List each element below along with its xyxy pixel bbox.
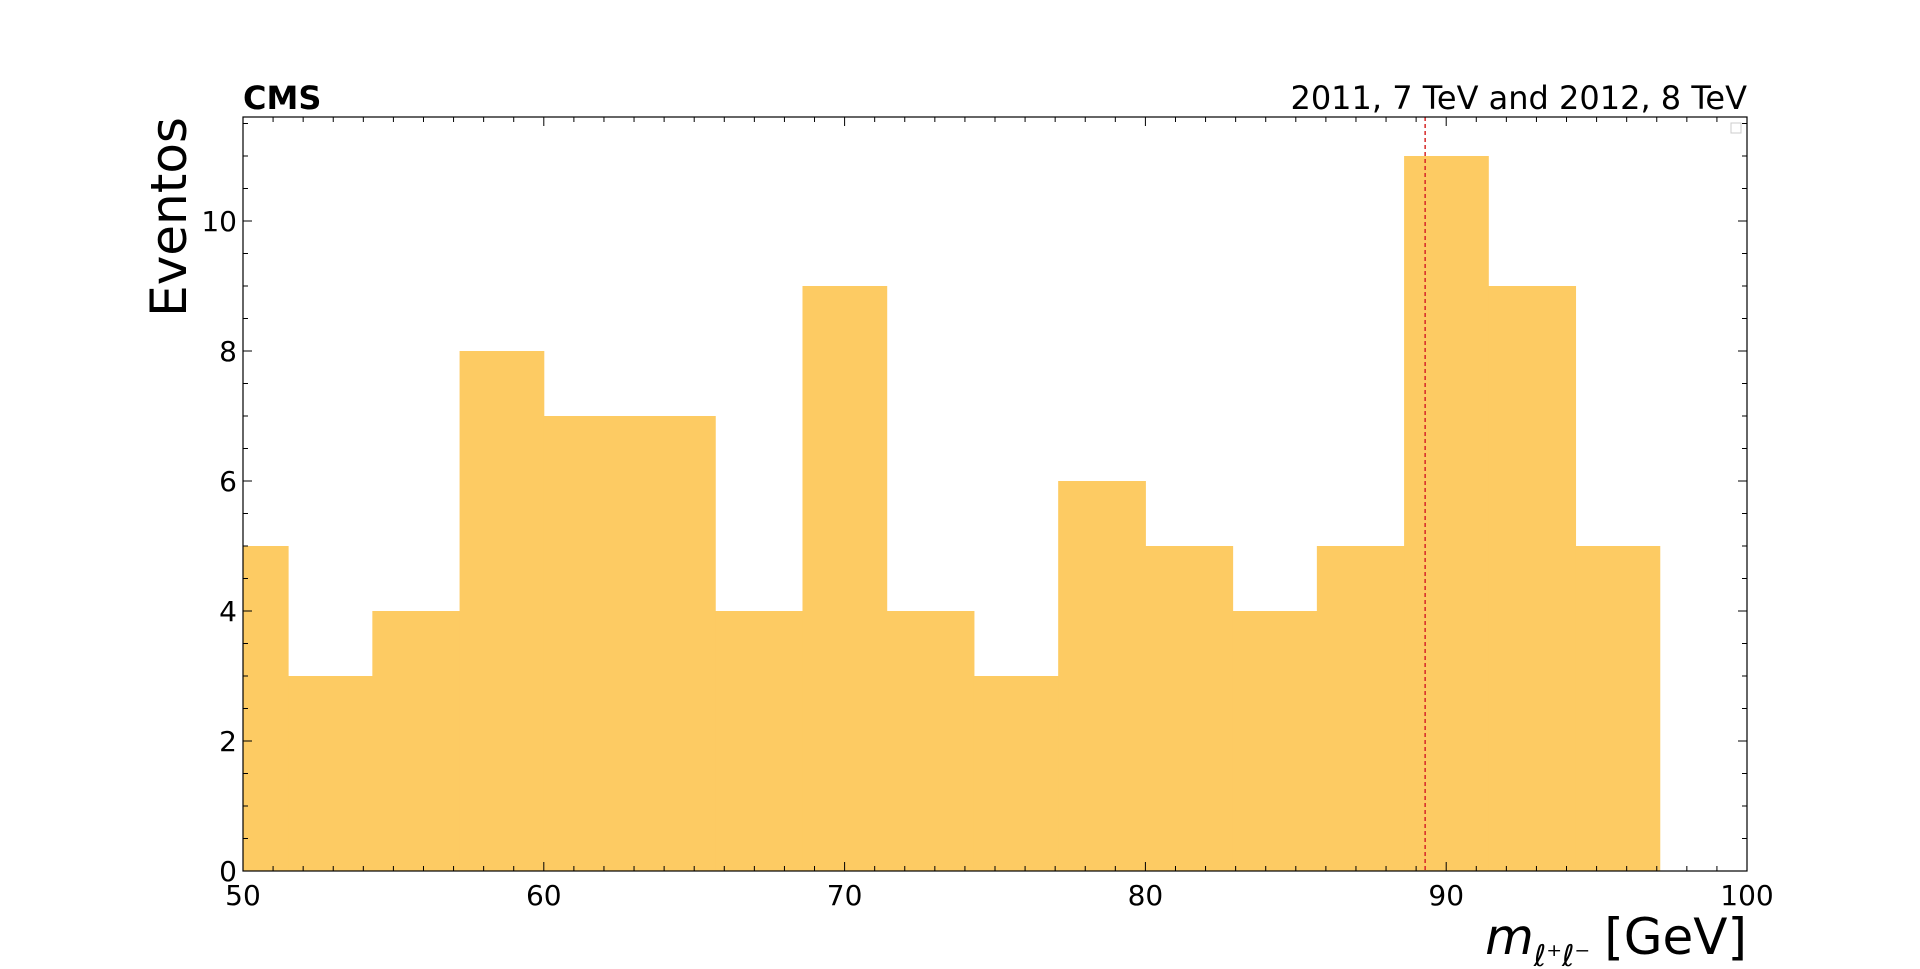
histogram-bar — [459, 351, 545, 871]
y-tick-label: 4 — [219, 595, 237, 628]
y-axis-label: Eventos — [140, 117, 198, 317]
histogram-bar — [1488, 286, 1577, 871]
x-tick-label: 70 — [827, 879, 863, 912]
x-tick-label: 60 — [526, 879, 562, 912]
histogram-bar — [1058, 481, 1146, 871]
x-axis-label-symbol: m — [1485, 908, 1534, 966]
x-axis-label: mℓ⁺ℓ⁻ [GeV] — [1485, 908, 1747, 969]
histogram-bar — [288, 676, 373, 871]
histogram-bar — [802, 286, 888, 871]
x-tick-label: 90 — [1428, 879, 1464, 912]
y-tick-label: 0 — [219, 855, 237, 888]
histogram-bar — [973, 676, 1059, 871]
histogram-bar — [243, 546, 289, 871]
histogram-bar — [372, 611, 461, 871]
histogram-bar — [715, 611, 803, 871]
histogram-bar — [1404, 156, 1489, 871]
x-axis-label-subscript: ℓ⁺ℓ⁻ — [1533, 939, 1590, 969]
experiment-label: CMS — [243, 79, 321, 117]
histogram-bar — [1145, 546, 1234, 871]
y-tick-label: 6 — [219, 465, 237, 498]
plot-frame — [242, 116, 1748, 872]
x-tick-label: 80 — [1128, 879, 1164, 912]
empty-legend-box — [1730, 122, 1742, 134]
y-tick-label: 2 — [219, 725, 237, 758]
histogram-bar — [543, 416, 632, 871]
histogram-bar — [1316, 546, 1405, 871]
x-tick-label: 100 — [1720, 879, 1773, 912]
histogram-bar — [886, 611, 975, 871]
y-tick-label: 10 — [201, 205, 237, 238]
x-axis-label-unit: [GeV] — [1604, 908, 1747, 966]
x-tick-label: 50 — [225, 879, 261, 912]
lumi-label: 2011, 7 TeV and 2012, 8 TeV — [1290, 79, 1747, 117]
tick-labels: 50 60 70 80 90 100 0 2 4 6 8 10 — [201, 205, 1773, 912]
histogram-bar — [631, 416, 716, 871]
y-tick-label: 8 — [219, 335, 237, 368]
histogram-bar — [1232, 611, 1318, 871]
histogram-bars — [243, 156, 1661, 871]
histogram-bar — [1575, 546, 1661, 871]
